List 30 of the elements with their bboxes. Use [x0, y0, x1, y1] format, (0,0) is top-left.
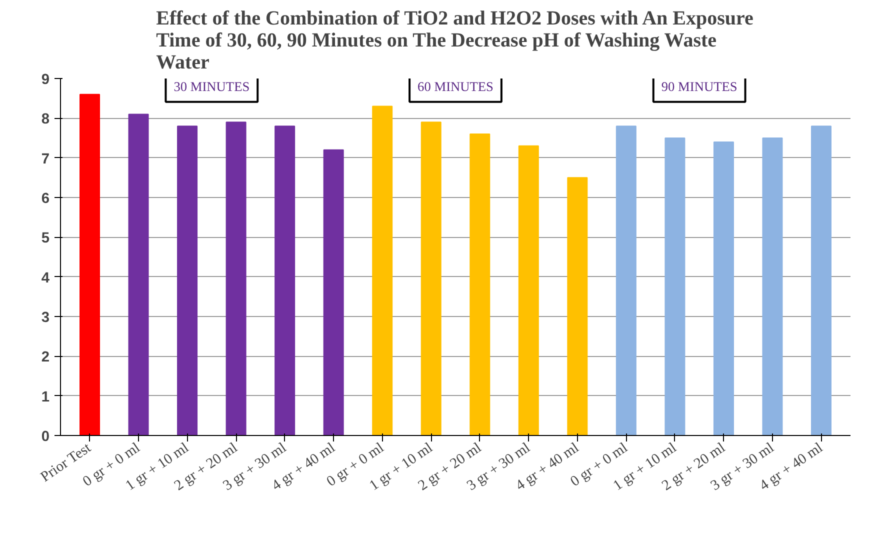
annotation: 60 MINUTES — [418, 78, 494, 94]
y-tick-label: 4 — [41, 270, 50, 286]
annotation: 90 MINUTES — [661, 78, 738, 94]
bar — [420, 122, 442, 436]
bar — [274, 126, 296, 436]
chart-title: Effect of the Combination of TiO2 and H2O2 Doses with An Exposure Time of 30, 60, 90 Minutes on The Decrease pH of Washing Waste Water — [156, 8, 754, 74]
y-tick-label: 7 — [41, 151, 50, 168]
bar — [518, 145, 539, 436]
bar — [80, 94, 100, 436]
bar — [128, 114, 149, 436]
annotation: 30 MINUTES — [174, 78, 250, 94]
bar — [470, 134, 490, 436]
bar — [226, 122, 246, 436]
bar — [810, 126, 832, 436]
bar — [567, 177, 588, 436]
y-tick-label: 3 — [41, 310, 50, 326]
bar — [372, 106, 393, 436]
bar — [323, 149, 344, 436]
bar — [713, 141, 734, 436]
y-tick-label: 8 — [41, 112, 50, 128]
y-tick-label: 0 — [41, 429, 50, 445]
y-tick-label: 5 — [41, 230, 50, 247]
y-tick-label: 6 — [41, 191, 50, 207]
y-tick-label: 2 — [41, 350, 50, 366]
y-tick-label: 9 — [41, 72, 50, 88]
y-tick-label: 1 — [41, 389, 50, 406]
bar — [762, 138, 783, 436]
bar — [177, 126, 198, 436]
bar — [664, 138, 686, 436]
bar — [616, 126, 636, 436]
